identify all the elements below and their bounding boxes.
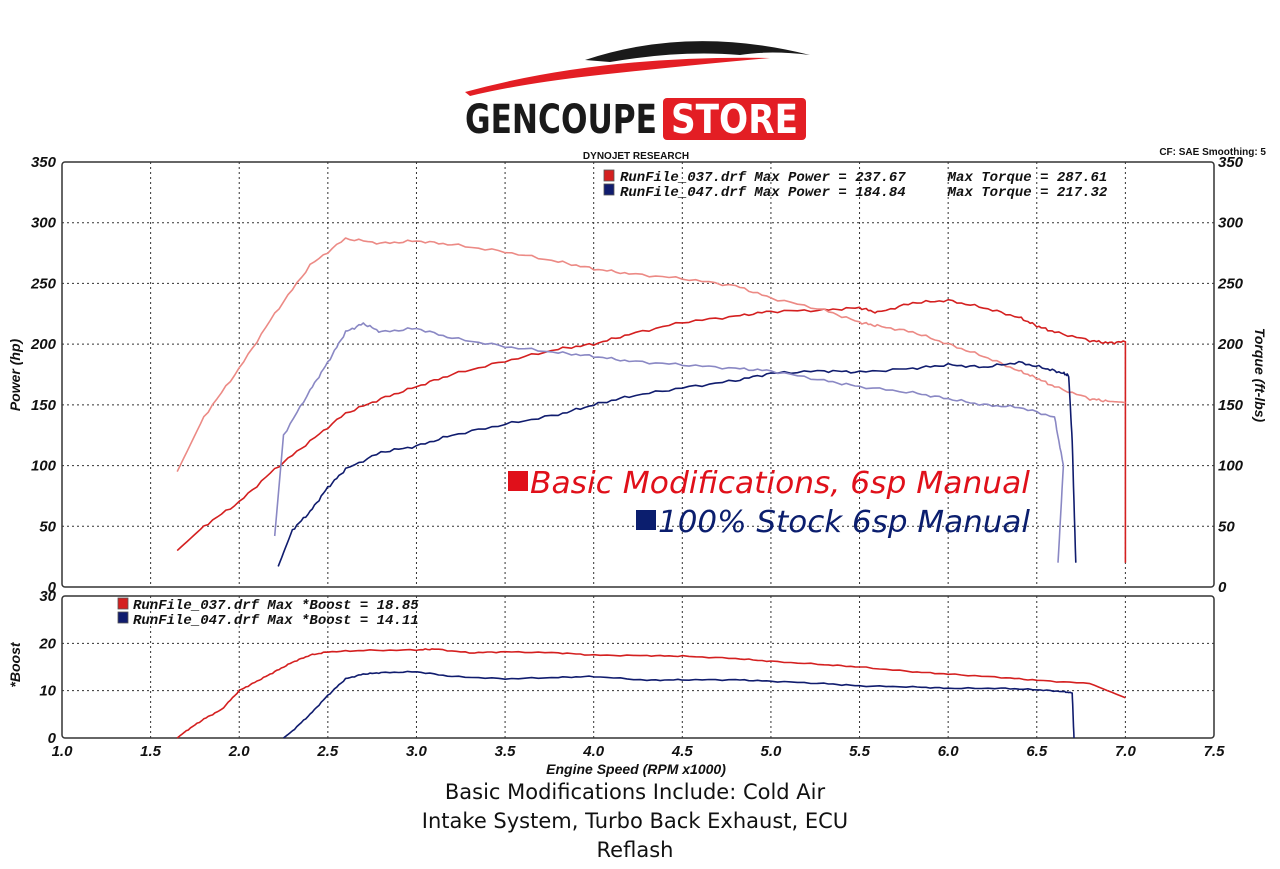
torque-tick-label: 100 bbox=[1218, 458, 1244, 475]
annotation-basic: Basic Modifications, 6sp Manual bbox=[508, 466, 1031, 501]
legend-entry-run047: RunFile_047.drf Max Power = 184.84 Max T… bbox=[620, 185, 1108, 201]
dynojet-header: DYNOJET RESEARCH bbox=[583, 151, 689, 162]
torque-y-ticks: 0 50 100 150 200 250 300 350 bbox=[1217, 154, 1244, 596]
torque-tick-label: 0 bbox=[1218, 579, 1227, 596]
rpm-tick-label: 6.5 bbox=[1026, 743, 1048, 760]
power-tick-label: 0 bbox=[48, 579, 57, 596]
cf-smoothing-label: CF: SAE Smoothing: 5 bbox=[1159, 147, 1266, 158]
series-line-run037_power bbox=[176, 298, 1127, 563]
boost-legend-swatch-run037 bbox=[117, 597, 129, 610]
boost-legend-entry-run047: RunFile_047.drf Max *Boost = 14.11 bbox=[133, 613, 419, 629]
power-panel-grid bbox=[62, 162, 1214, 587]
power-torque-series bbox=[176, 237, 1127, 567]
boost-legend: RunFile_037.drf Max *Boost = 18.85 RunFi… bbox=[117, 597, 419, 629]
rpm-tick-label: 5.0 bbox=[760, 743, 782, 760]
legend-swatch-run037 bbox=[603, 169, 615, 182]
power-axis-label: Power (hp) bbox=[7, 339, 23, 412]
boost-tick-label: 10 bbox=[39, 683, 56, 700]
rpm-x-ticks: 1.0 1.5 2.0 2.5 3.0 3.5 4.0 4.5 5.0 5.5 6.0 6.5 7.0 7… bbox=[52, 743, 1226, 760]
logo-gencoupe-text: GENCOUPE bbox=[465, 97, 657, 143]
rpm-axis-label: Engine Speed (RPM x1000) bbox=[546, 761, 726, 777]
torque-tick-label: 50 bbox=[1218, 518, 1235, 535]
boost-panel-frame bbox=[61, 595, 1215, 739]
rpm-tick-label: 2.5 bbox=[316, 743, 339, 760]
boost-tick-label: 30 bbox=[39, 588, 56, 605]
annotation-stock-swatch bbox=[636, 510, 656, 530]
annotation-stock: 100% Stock 6sp Manual bbox=[636, 505, 1031, 540]
torque-axis-label: Torque (ft-lbs) bbox=[1252, 328, 1268, 423]
power-panel-frame bbox=[61, 161, 1215, 588]
legend-swatch-run047 bbox=[603, 183, 615, 196]
boost-tick-label: 0 bbox=[48, 730, 57, 747]
rpm-tick-label: 1.0 bbox=[52, 743, 74, 760]
annotation-stock-text: 100% Stock 6sp Manual bbox=[658, 505, 1031, 540]
boost-tick-label: 20 bbox=[38, 635, 56, 652]
rpm-tick-label: 4.0 bbox=[582, 743, 605, 760]
logo-swoosh-black bbox=[585, 41, 810, 62]
boost-axis-label: *Boost bbox=[7, 641, 23, 687]
rpm-tick-label: 2.0 bbox=[228, 743, 251, 760]
caption-line-2: Intake System, Turbo Back Exhaust, ECU bbox=[421, 809, 849, 833]
series-line-run037_torque bbox=[176, 237, 1126, 472]
torque-tick-label: 150 bbox=[1218, 397, 1244, 414]
annotation-basic-text: Basic Modifications, 6sp Manual bbox=[530, 466, 1031, 501]
caption-line-1: Basic Modifications Include: Cold Air bbox=[444, 780, 826, 804]
torque-tick-label: 200 bbox=[1217, 336, 1244, 353]
power-torque-panel: 0 50 100 150 200 250 300 350 0 50 100 150 200 250 300… bbox=[7, 154, 1268, 596]
power-legend: RunFile_037.drf Max Power = 237.67 Max T… bbox=[603, 169, 1108, 201]
power-y-ticks: 0 50 100 150 200 250 300 350 bbox=[30, 154, 57, 596]
boost-series bbox=[176, 648, 1126, 739]
rpm-tick-label: 1.5 bbox=[140, 743, 162, 760]
power-tick-label: 350 bbox=[31, 154, 57, 171]
power-tick-label: 250 bbox=[30, 275, 57, 292]
power-tick-label: 100 bbox=[31, 458, 57, 475]
brand-logo: GENCOUPE STORE bbox=[465, 41, 810, 143]
power-tick-label: 50 bbox=[39, 518, 56, 535]
rpm-tick-label: 6.0 bbox=[938, 743, 960, 760]
rpm-tick-label: 4.5 bbox=[671, 743, 694, 760]
caption-line-3: Reflash bbox=[596, 838, 674, 862]
boost-legend-entry-run037: RunFile_037.drf Max *Boost = 18.85 bbox=[133, 598, 419, 614]
series-line-run047_power bbox=[277, 360, 1077, 567]
legend-entry-run037: RunFile_037.drf Max Power = 237.67 Max T… bbox=[620, 170, 1107, 186]
rpm-tick-label: 7.5 bbox=[1204, 743, 1226, 760]
boost-legend-swatch-run047 bbox=[117, 611, 129, 624]
torque-tick-label: 350 bbox=[1218, 154, 1244, 171]
series-line-run047_torque bbox=[273, 322, 1065, 563]
torque-tick-label: 300 bbox=[1218, 215, 1244, 232]
rpm-tick-label: 3.5 bbox=[495, 743, 517, 760]
series-line-run047_boost bbox=[282, 670, 1075, 739]
boost-panel: 0 10 20 30 1.0 1.5 2.0 2.5 3.0 3.5 4.0 4.5 5.0 5.5 6.… bbox=[7, 588, 1225, 777]
power-tick-label: 200 bbox=[30, 336, 57, 353]
logo-store-box bbox=[663, 98, 806, 140]
power-tick-label: 300 bbox=[31, 215, 57, 232]
rpm-tick-label: 3.0 bbox=[406, 743, 428, 760]
logo-swoosh-red bbox=[465, 57, 770, 96]
rpm-tick-label: 7.0 bbox=[1115, 743, 1137, 760]
logo-store-text: STORE bbox=[671, 97, 798, 143]
annotation-basic-swatch bbox=[508, 471, 528, 491]
torque-tick-label: 250 bbox=[1217, 275, 1244, 292]
rpm-tick-label: 5.5 bbox=[849, 743, 871, 760]
power-tick-label: 150 bbox=[31, 397, 57, 414]
series-line-run037_boost bbox=[176, 648, 1126, 739]
boost-y-ticks: 0 10 20 30 bbox=[38, 588, 56, 747]
